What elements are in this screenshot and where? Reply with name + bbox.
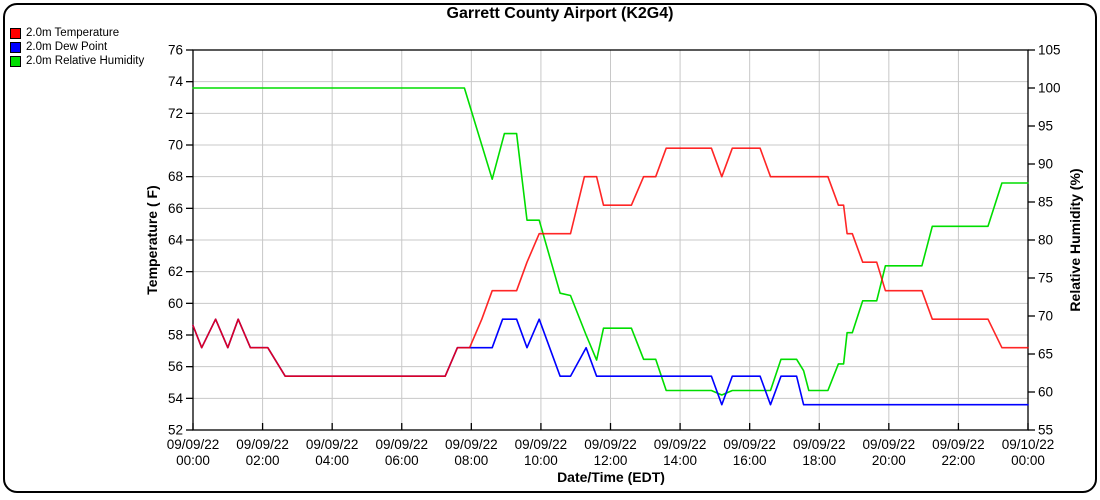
x-tick-date-label: 09/09/22 bbox=[584, 437, 637, 452]
x-tick-date-label: 09/09/22 bbox=[167, 437, 220, 452]
y-left-tick-label: 58 bbox=[168, 328, 183, 343]
y-left-tick-label: 76 bbox=[168, 43, 183, 58]
temperature-swatch-icon bbox=[10, 27, 21, 39]
legend: 2.0m Temperature 2.0m Dew Point 2.0m Rel… bbox=[10, 26, 144, 68]
x-tick-time-label: 18:00 bbox=[802, 453, 836, 468]
legend-label-temperature: 2.0m Temperature bbox=[26, 27, 120, 39]
y-right-tick-label: 75 bbox=[1038, 271, 1053, 286]
x-tick-date-label: 09/10/22 bbox=[1002, 437, 1055, 452]
y-right-tick-label: 60 bbox=[1038, 385, 1053, 400]
x-axis-title: Date/Time (EDT) bbox=[557, 469, 665, 485]
y-left-tick-label: 52 bbox=[168, 423, 183, 438]
x-tick-time-label: 00:00 bbox=[176, 453, 210, 468]
x-tick-time-label: 02:00 bbox=[246, 453, 280, 468]
legend-item-dew-point: 2.0m Dew Point bbox=[10, 40, 144, 54]
x-tick-time-label: 12:00 bbox=[594, 453, 628, 468]
legend-label-relative-humidity: 2.0m Relative Humidity bbox=[26, 55, 145, 67]
x-tick-time-label: 08:00 bbox=[454, 453, 488, 468]
y-right-tick-label: 100 bbox=[1038, 81, 1061, 96]
y-left-tick-label: 68 bbox=[168, 169, 183, 184]
y-left-tick-label: 72 bbox=[168, 106, 183, 121]
y-right-tick-label: 65 bbox=[1038, 347, 1053, 362]
x-tick-time-label: 04:00 bbox=[315, 453, 349, 468]
2-0m-relative-humidity-line bbox=[192, 87, 1029, 396]
y-right-tick-label: 105 bbox=[1038, 43, 1061, 58]
x-tick-date-label: 09/09/22 bbox=[375, 437, 428, 452]
y-left-tick-label: 66 bbox=[168, 201, 183, 216]
relative-humidity-swatch-icon bbox=[10, 55, 21, 67]
legend-item-relative-humidity: 2.0m Relative Humidity bbox=[10, 54, 144, 68]
x-tick-time-label: 22:00 bbox=[942, 453, 976, 468]
x-tick-date-label: 09/09/22 bbox=[793, 437, 846, 452]
x-tick-time-label: 10:00 bbox=[524, 453, 558, 468]
y-left-tick-label: 60 bbox=[168, 296, 183, 311]
legend-item-temperature: 2.0m Temperature bbox=[10, 26, 144, 40]
y-right-tick-label: 55 bbox=[1038, 423, 1053, 438]
x-tick-date-label: 09/09/22 bbox=[515, 437, 568, 452]
dew-point-swatch-icon bbox=[10, 41, 21, 53]
x-tick-date-label: 09/09/22 bbox=[236, 437, 289, 452]
x-tick-time-label: 16:00 bbox=[733, 453, 767, 468]
y-left-tick-label: 74 bbox=[168, 74, 184, 89]
x-tick-date-label: 09/09/22 bbox=[306, 437, 359, 452]
y-left-tick-label: 56 bbox=[168, 359, 183, 374]
x-tick-time-label: 00:00 bbox=[1011, 453, 1045, 468]
x-tick-date-label: 09/09/22 bbox=[863, 437, 916, 452]
y-right-tick-label: 70 bbox=[1038, 309, 1053, 324]
y-right-tick-label: 95 bbox=[1038, 119, 1053, 134]
x-tick-date-label: 09/09/22 bbox=[654, 437, 707, 452]
x-tick-time-label: 14:00 bbox=[663, 453, 697, 468]
y-left-tick-label: 62 bbox=[168, 264, 183, 279]
legend-label-dew-point: 2.0m Dew Point bbox=[26, 41, 108, 53]
chart-title: Garrett County Airport (K2G4) bbox=[446, 5, 674, 22]
y-left-tick-label: 64 bbox=[168, 233, 184, 248]
2-0m-temperature-line bbox=[192, 147, 1029, 378]
y-right-tick-label: 80 bbox=[1038, 233, 1053, 248]
y-left-tick-label: 54 bbox=[168, 391, 184, 406]
x-tick-date-label: 09/09/22 bbox=[723, 437, 776, 452]
y-right-tick-label: 85 bbox=[1038, 195, 1053, 210]
x-tick-time-label: 20:00 bbox=[872, 453, 906, 468]
x-tick-time-label: 06:00 bbox=[385, 453, 419, 468]
y-right-tick-label: 90 bbox=[1038, 157, 1053, 172]
x-tick-date-label: 09/09/22 bbox=[932, 437, 985, 452]
y-left-tick-label: 70 bbox=[168, 138, 183, 153]
x-tick-date-label: 09/09/22 bbox=[445, 437, 498, 452]
